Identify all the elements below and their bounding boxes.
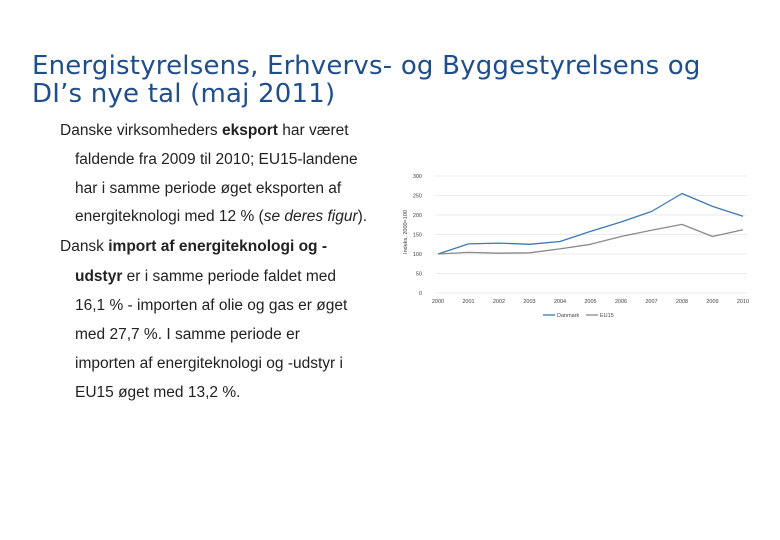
text-run: er i samme periode faldet med: [122, 268, 337, 285]
chart-y-tick-label: 100: [413, 252, 422, 258]
emphasis-export: eksport: [221, 122, 278, 139]
chart-y-tick-label: 200: [413, 213, 422, 219]
chart-y-tick-label: 300: [413, 174, 422, 180]
bullet-1-line-1: Danske virksomheders eksport har været: [60, 122, 349, 140]
emphasis-import: import af energiteknologi og -: [108, 238, 327, 255]
chart-y-ticks: 0 50 100 150 200 250 300: [413, 174, 422, 297]
chart-x-tick-label: 2002: [493, 299, 505, 305]
text-run: ).: [357, 208, 368, 225]
chart-x-tick-label: 2007: [645, 299, 657, 305]
chart-x-tick-label: 2005: [584, 299, 596, 305]
text-run: Dansk: [60, 238, 109, 255]
bullet-2-line-3: 16,1 % - importen af olie og gas er øget: [75, 297, 348, 314]
bullet-2-line-2: udstyr er i samme periode faldet med: [75, 268, 336, 286]
chart-x-tick-label: 2009: [706, 299, 718, 305]
bullet-1-line-4: energiteknologi med 12 % (se deres figur…: [75, 208, 367, 226]
chart-x-tick-label: 2010: [737, 299, 749, 305]
chart-y-tick-label: 250: [413, 194, 422, 200]
legend-label: Danmark: [557, 313, 580, 319]
bullet-1-line-2: faldende fra 2009 til 2010; EU15-landene: [75, 151, 358, 168]
chart-x-ticks: 2000 2001 2002 2003 2004 2005 2006 2007 2008 2009…: [432, 299, 749, 305]
text-run: har været: [277, 122, 349, 139]
text-run: Danske virksomheders: [60, 122, 222, 139]
chart-y-axis-label: Indeks, 2000=100: [403, 210, 409, 254]
bullet-2-line-4: med 27,7 %. I samme periode er: [75, 326, 300, 343]
chart-x-tick-label: 2004: [554, 299, 566, 305]
chart-x-tick-label: 2001: [462, 299, 474, 305]
chart-gridlines: [435, 175, 747, 294]
legend-label: EU15: [600, 313, 614, 319]
title-line-1: Energistyrelsens, Erhvervs- og Byggestyr…: [32, 51, 701, 81]
emphasis-udstyr: udstyr: [75, 268, 123, 285]
chart-series: [437, 192, 744, 255]
title-line-2: DI’s nye tal (maj 2011): [32, 79, 336, 109]
chart-x-tick-label: 2006: [615, 299, 627, 305]
chart-legend: Danmark EU15: [543, 313, 614, 319]
chart-y-tick-label: 50: [416, 272, 422, 278]
chart-y-tick-label: 0: [419, 291, 422, 297]
bullet-1-line-3: har i samme periode øget eksporten af: [75, 180, 342, 197]
slide-title: Energistyrelsens, Erhvervs- og Byggestyr…: [32, 52, 772, 108]
chart-series-line-danmark: [437, 192, 744, 255]
bullet-2-line-5: importen af energiteknologi og -udstyr i: [75, 355, 343, 372]
chart-series-line-eu15: [437, 223, 744, 255]
chart-x-tick-label: 2000: [432, 299, 444, 305]
chart-x-tick-label: 2003: [523, 299, 535, 305]
chart-x-tick-label: 2008: [676, 299, 688, 305]
bullet-2-line-1: Dansk import af energiteknologi og -: [60, 238, 327, 256]
chart-y-tick-label: 150: [413, 233, 422, 239]
text-run: energiteknologi med 12 % (: [75, 208, 264, 225]
bullet-2-line-6: EU15 øget med 13,2 %.: [75, 384, 241, 401]
italic-figure-ref: se deres figur: [263, 208, 358, 225]
